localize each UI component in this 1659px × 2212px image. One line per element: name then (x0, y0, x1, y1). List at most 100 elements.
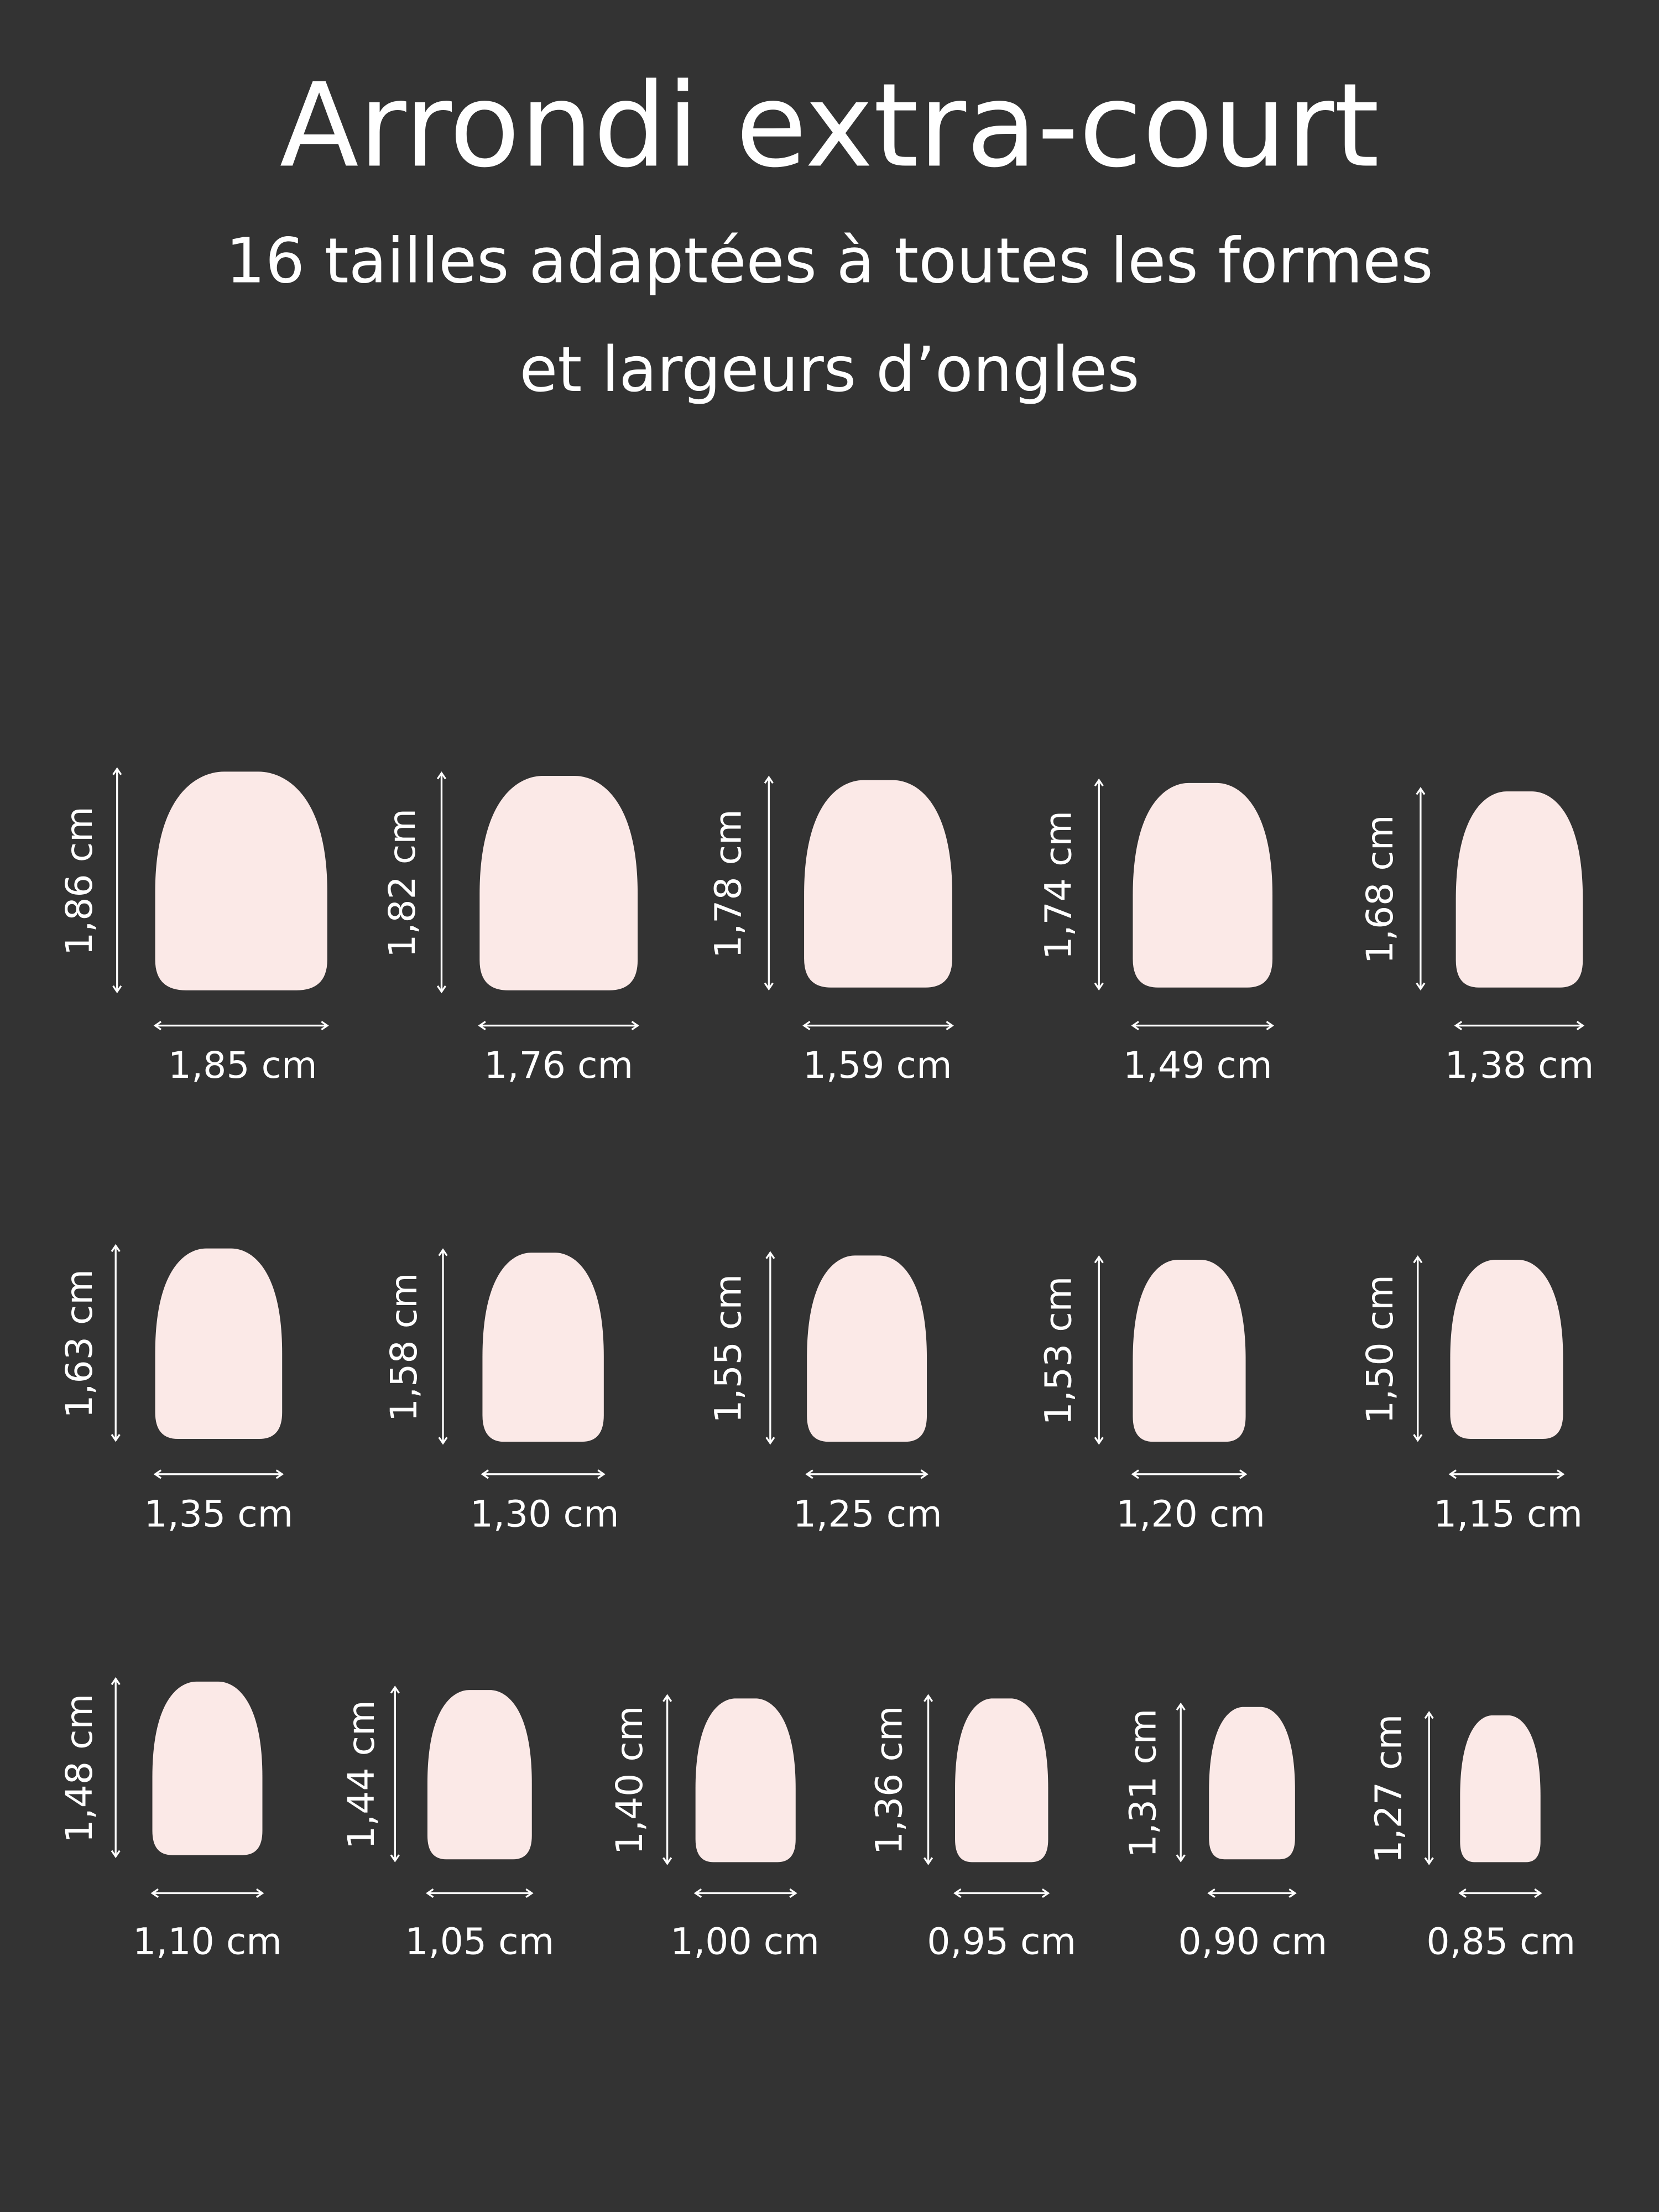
arrow-head (631, 1021, 639, 1031)
nail (1460, 1715, 1541, 1863)
arrow-head (920, 1469, 928, 1479)
arrow-head (1094, 1437, 1104, 1445)
nail (1455, 791, 1583, 988)
height-label: 1,68 cm (1358, 815, 1401, 964)
arrow-head (481, 1469, 489, 1479)
nail (804, 780, 952, 988)
height-label: 1,58 cm (382, 1272, 425, 1422)
width-label: 1,35 cm (144, 1492, 294, 1535)
arrow-head (802, 1021, 811, 1031)
nail (1209, 1707, 1295, 1860)
nail (155, 771, 327, 990)
arrow-head (1416, 787, 1426, 795)
arrow-head (1557, 1469, 1565, 1479)
width-label: 1,10 cm (133, 1919, 282, 1963)
width-label: 0,95 cm (927, 1919, 1076, 1963)
arrow-head (111, 1244, 121, 1253)
arrow-head (426, 1888, 434, 1898)
arrow-head (1094, 982, 1104, 991)
height-label: 1,55 cm (706, 1274, 749, 1423)
arrow-head (662, 1857, 672, 1865)
arrow-head (321, 1021, 329, 1031)
arrow-head (765, 1251, 775, 1259)
arrow-head (275, 1469, 284, 1479)
arrow-head (1424, 1857, 1434, 1865)
width-label: 1,59 cm (803, 1044, 952, 1087)
arrow-head (1413, 1255, 1423, 1264)
arrow-head (764, 982, 774, 991)
arrow-head (153, 1021, 162, 1031)
arrow-head (924, 1857, 933, 1865)
arrow-head (693, 1888, 702, 1898)
subtitle: et largeurs d’ongles (519, 334, 1139, 406)
arrow-head (438, 1248, 448, 1256)
arrow-head (390, 1854, 400, 1863)
arrow-head (1448, 1469, 1457, 1479)
arrow-head (662, 1694, 672, 1702)
nail (807, 1255, 927, 1442)
width-label: 1,15 cm (1433, 1492, 1583, 1535)
width-label: 1,00 cm (670, 1919, 820, 1963)
arrow-head (478, 1021, 486, 1031)
arrow-head (765, 1437, 775, 1445)
width-label: 0,90 cm (1178, 1919, 1327, 1963)
nail (482, 1253, 604, 1442)
arrow-head (1288, 1888, 1297, 1898)
arrow-head (438, 1437, 448, 1445)
width-label: 1,85 cm (168, 1044, 317, 1087)
height-label: 1,50 cm (1358, 1275, 1401, 1424)
arrow-head (1413, 1434, 1423, 1442)
nail (955, 1698, 1048, 1863)
subtitle: 16 tailles adaptées à toutes les formes (226, 225, 1433, 297)
arrow-head (1131, 1021, 1139, 1031)
arrow-head (1094, 778, 1104, 787)
arrow-head (1176, 1854, 1186, 1863)
arrow-head (1416, 982, 1426, 991)
arrow-head (1534, 1888, 1542, 1898)
arrow-head (1094, 1255, 1104, 1264)
width-label: 1,38 cm (1445, 1044, 1594, 1087)
width-label: 1,30 cm (470, 1492, 619, 1535)
arrow-head (924, 1694, 933, 1702)
arrow-head (111, 1850, 121, 1859)
arrow-head (597, 1469, 606, 1479)
arrow-head (1458, 1888, 1467, 1898)
nail (427, 1690, 532, 1860)
height-label: 1,63 cm (58, 1269, 101, 1418)
arrow-head (953, 1888, 962, 1898)
title: Arrondi extra-court (280, 59, 1380, 193)
arrow-head (150, 1888, 159, 1898)
height-label: 1,48 cm (58, 1694, 101, 1843)
arrow-head (1424, 1711, 1434, 1719)
height-label: 1,40 cm (608, 1705, 651, 1855)
width-label: 1,49 cm (1123, 1044, 1272, 1087)
arrow-head (1266, 1021, 1274, 1031)
arrow-head (153, 1469, 162, 1479)
arrow-head (256, 1888, 264, 1898)
width-label: 0,85 cm (1426, 1919, 1575, 1963)
arrow-head (1131, 1469, 1139, 1479)
arrow-head (525, 1888, 534, 1898)
height-label: 1,27 cm (1366, 1714, 1410, 1864)
nail (695, 1698, 796, 1863)
height-label: 1,36 cm (867, 1705, 910, 1855)
arrow-head (1576, 1021, 1585, 1031)
arrow-head (436, 985, 447, 994)
arrow-head (1239, 1469, 1248, 1479)
arrow-head (946, 1021, 954, 1031)
height-label: 1,31 cm (1121, 1709, 1164, 1858)
arrow-head (805, 1469, 813, 1479)
height-label: 1,53 cm (1036, 1276, 1079, 1426)
nail (1133, 782, 1273, 988)
arrow-head (390, 1686, 400, 1694)
arrow-head (111, 1677, 121, 1686)
width-label: 1,76 cm (484, 1044, 633, 1087)
arrow-head (1454, 1021, 1463, 1031)
width-label: 1,05 cm (405, 1919, 554, 1963)
height-label: 1,74 cm (1036, 811, 1079, 960)
arrow-head (1207, 1888, 1215, 1898)
arrow-head (112, 767, 122, 775)
